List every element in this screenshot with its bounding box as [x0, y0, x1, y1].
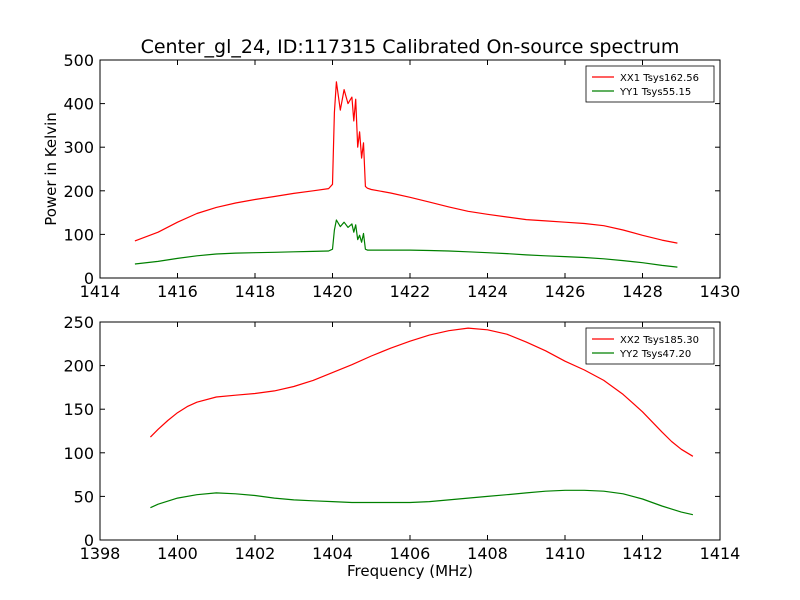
- x-tick-label: 1422: [390, 282, 431, 301]
- x-tick-label: 1426: [545, 282, 586, 301]
- series-line-1-1: [134, 81, 678, 244]
- y-tick-label: 250: [63, 313, 94, 332]
- legend: XX2 Tsys185.30 YY2 Tsys47.20: [585, 327, 715, 365]
- legend-label: XX2 Tsys185.30: [620, 335, 699, 346]
- x-tick-label: 1420: [312, 282, 353, 301]
- y-tick-label: 50: [74, 487, 94, 506]
- y-tick-label: 400: [63, 95, 94, 114]
- plot-panel-1: 1414 1416 1418 1420 1422 1424 1426 1428 1430 0 100…: [42, 51, 740, 301]
- y-tick-label: 0: [84, 269, 94, 288]
- legend-label: YY2 Tsys47.20: [619, 349, 691, 360]
- x-tick-label: 1404: [312, 544, 353, 563]
- y-tick-label: 150: [63, 400, 94, 419]
- x-tick-label: 1414: [700, 544, 741, 563]
- x-tick-label: 1414: [80, 282, 121, 301]
- series-line-2-2: [150, 489, 694, 516]
- x-tick-label: 1424: [467, 282, 508, 301]
- y-tick-label: 100: [63, 444, 94, 463]
- y-tick-label: 300: [63, 138, 94, 157]
- y-tick-label: 200: [63, 357, 94, 376]
- legend-label: YY1 Tsys55.15: [619, 87, 691, 98]
- legend: XX1 Tsys162.56 YY1 Tsys55.15: [585, 65, 715, 103]
- y-axis-label: Power in Kelvin: [42, 112, 60, 226]
- x-tick-label: 1430: [700, 282, 741, 301]
- legend-box: [585, 65, 715, 103]
- x-tick-label: 1400: [157, 544, 198, 563]
- x-tick-label: 1410: [545, 544, 586, 563]
- x-tick-label: 1412: [622, 544, 663, 563]
- x-axis-label: Frequency (MHz): [347, 562, 473, 580]
- x-tick-label: 1408: [467, 544, 508, 563]
- x-tick-label: 1416: [157, 282, 198, 301]
- x-tick-label: 1402: [235, 544, 276, 563]
- y-tick-label: 500: [63, 51, 94, 70]
- legend-label: XX1 Tsys162.56: [620, 73, 699, 84]
- plot-panel-2: 1398 1400 1402 1404 1406 1408 1410 1412 1414 0 50 1…: [63, 313, 740, 580]
- y-tick-label: 200: [63, 182, 94, 201]
- legend-box: [585, 327, 715, 365]
- series-line-1-2: [134, 219, 678, 268]
- series-line-2-1: [149, 327, 694, 457]
- x-tick-label: 1418: [235, 282, 276, 301]
- y-tick-label: 0: [84, 531, 94, 550]
- chart-title: Center_gl_24, ID:117315 Calibrated On-so…: [141, 36, 680, 58]
- x-tick-label: 1406: [390, 544, 431, 563]
- x-tick-label: 1428: [622, 282, 663, 301]
- y-tick-label: 100: [63, 225, 94, 244]
- plots-container: 1414 1416 1418 1420 1422 1424 1426 1428 1430 0 100…: [42, 51, 740, 580]
- x-tick-label: 1398: [80, 544, 121, 563]
